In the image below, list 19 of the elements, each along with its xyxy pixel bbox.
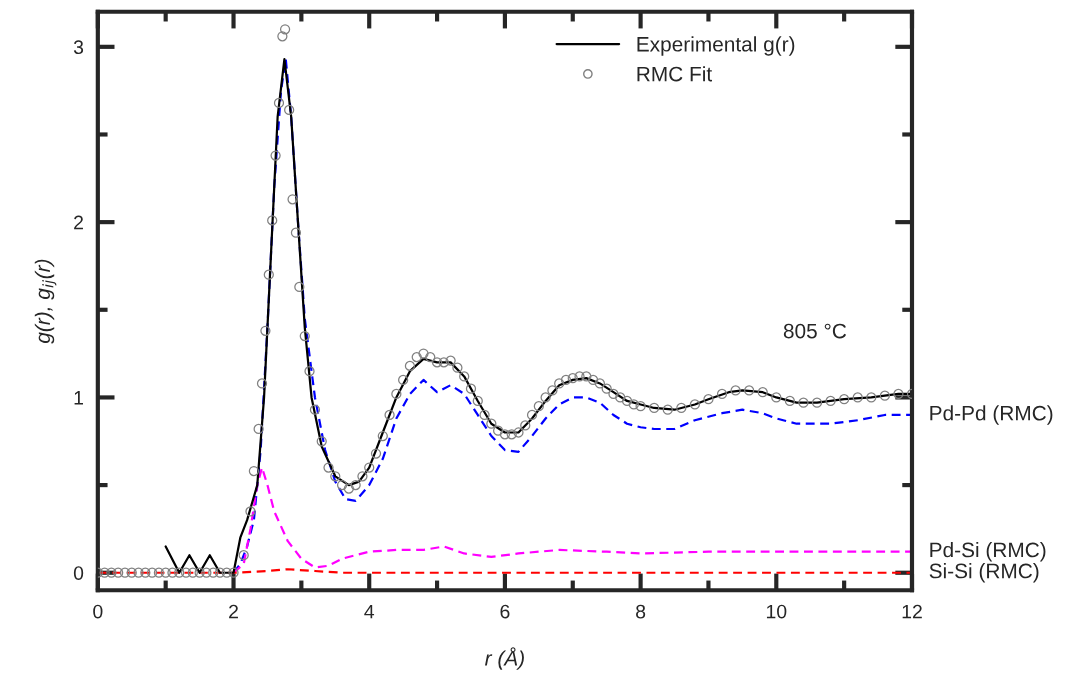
x-tick-label: 8 [636, 604, 646, 619]
legend-label: Experimental g(r) [637, 36, 795, 56]
y-tick-label: 2 [74, 215, 83, 230]
x-tick-label: 12 [902, 604, 922, 619]
x-tick-label: 10 [766, 604, 787, 619]
annotation: 805 °C [783, 323, 847, 339]
x-axis-title: r (Å) [485, 647, 524, 670]
y-tick-label: 0 [73, 566, 84, 580]
legend-label: RMC Fit [637, 66, 713, 82]
x-tick-label: 6 [500, 604, 510, 619]
y-axis-title: g(r), g$_{ij}$(r) [34, 259, 57, 344]
y-tick-label: 3 [73, 40, 84, 55]
series-label: Pd-Si (RMC) [930, 542, 1046, 562]
y-tick-label: 1 [74, 391, 83, 405]
x-tick-label: 0 [93, 604, 103, 619]
x-tick-label: 4 [364, 604, 375, 619]
series-label: Si-Si (RMC) [929, 563, 1039, 583]
x-tick-label: 2 [229, 604, 238, 619]
series-label: Pd-Pd (RMC) [930, 405, 1053, 425]
